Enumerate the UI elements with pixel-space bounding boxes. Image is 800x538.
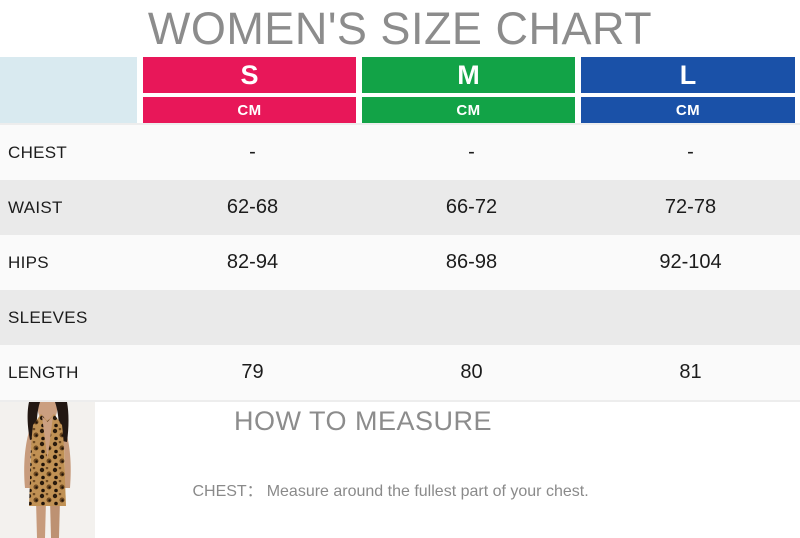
measure-instructions: CHEST： Measure around the fullest part of… bbox=[95, 441, 631, 538]
page-title: WOMEN'S SIZE CHART bbox=[147, 3, 653, 54]
row-label-waist: WAIST bbox=[8, 197, 63, 217]
waist-value-l: 72-78 bbox=[664, 196, 717, 218]
measure-text-chest: Measure around the fullest part of your … bbox=[266, 483, 589, 500]
size-column-l: L CM bbox=[581, 57, 795, 123]
unit-header-s: CM bbox=[143, 97, 356, 123]
table-row-hips: HIPS 82-94 86-98 92-104 bbox=[0, 235, 800, 290]
row-label-chest: CHEST bbox=[8, 142, 68, 162]
row-label-sleeves: SLEEVES bbox=[8, 307, 88, 327]
measure-line-chest: CHEST： Measure around the fullest part of… bbox=[148, 441, 631, 538]
unit-header-m: CM bbox=[362, 97, 575, 123]
size-table-body: CHEST - - - WAIST 62-68 66-72 72-78 HIPS… bbox=[0, 123, 800, 400]
size-header-row: S CM M CM L CM bbox=[0, 57, 800, 123]
size-header-m: M bbox=[362, 57, 575, 93]
table-row-sleeves: SLEEVES bbox=[0, 290, 800, 345]
chest-value-l: - bbox=[687, 141, 694, 163]
row-label-hips: HIPS bbox=[8, 252, 49, 272]
product-photo bbox=[0, 402, 95, 538]
leopard-dress-model-illustration bbox=[0, 402, 95, 538]
size-column-m: M CM bbox=[362, 57, 575, 123]
length-value-s: 79 bbox=[241, 361, 264, 383]
measure-label-chest: CHEST： bbox=[192, 483, 263, 500]
size-header-l: L bbox=[581, 57, 795, 93]
size-column-s: S CM bbox=[143, 57, 356, 123]
length-value-m: 80 bbox=[460, 361, 483, 383]
chest-value-m: - bbox=[468, 141, 475, 163]
hips-value-s: 82-94 bbox=[226, 251, 279, 273]
table-row-chest: CHEST - - - bbox=[0, 125, 800, 180]
table-row-length: LENGTH 79 80 81 bbox=[0, 345, 800, 400]
chest-value-s: - bbox=[249, 141, 256, 163]
size-header-s: S bbox=[143, 57, 356, 93]
length-value-l: 81 bbox=[679, 361, 702, 383]
hips-value-l: 92-104 bbox=[659, 251, 722, 273]
measure-content: HOW TO MEASURE CHEST： Measure around the … bbox=[95, 402, 631, 538]
waist-value-m: 66-72 bbox=[445, 196, 498, 218]
hips-value-m: 86-98 bbox=[445, 251, 498, 273]
table-row-waist: WAIST 62-68 66-72 72-78 bbox=[0, 180, 800, 235]
row-label-length: LENGTH bbox=[8, 362, 79, 382]
unit-header-l: CM bbox=[581, 97, 795, 123]
waist-value-s: 62-68 bbox=[226, 196, 279, 218]
how-to-measure-section: HOW TO MEASURE CHEST： Measure around the … bbox=[0, 400, 800, 538]
how-to-measure-heading: HOW TO MEASURE bbox=[233, 406, 493, 436]
corner-cell bbox=[0, 57, 137, 123]
